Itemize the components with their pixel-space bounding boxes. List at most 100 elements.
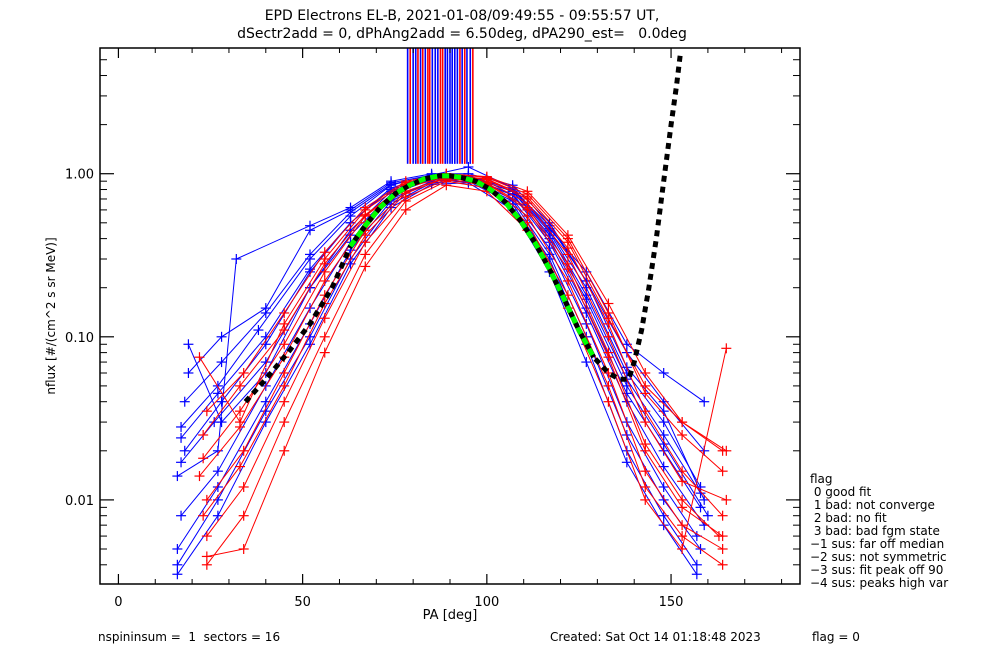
footer-flag: flag = 0 — [812, 630, 860, 644]
y-axis-label: nflux [#/(cm^2 s sr MeV)] — [44, 237, 58, 394]
data-point — [677, 476, 688, 487]
data-point — [603, 396, 614, 407]
data-point — [463, 161, 474, 172]
data-point — [640, 367, 651, 378]
data-point — [198, 453, 209, 464]
data-point — [481, 171, 492, 182]
data-point — [198, 429, 209, 440]
y-tick-label: 0.01 — [65, 494, 94, 509]
data-point — [319, 275, 330, 286]
data-point — [238, 481, 249, 492]
data-point — [212, 510, 223, 521]
legend-item: 2 bad: no fit — [810, 511, 887, 525]
series-line — [184, 176, 701, 508]
data-point — [360, 261, 371, 272]
data-point — [212, 388, 223, 399]
data-point — [235, 421, 245, 432]
data-point — [319, 247, 330, 258]
legend-item: −3 sus: fit peak off 90 — [810, 563, 943, 577]
data-point — [658, 494, 669, 505]
data-point — [562, 249, 573, 260]
data-point — [658, 481, 669, 492]
data-point — [279, 445, 290, 456]
data-point — [562, 275, 573, 286]
data-point — [702, 510, 713, 521]
data-point — [319, 258, 330, 269]
data-point — [305, 249, 315, 260]
legend-item: −2 sus: not symmetric — [810, 550, 947, 564]
data-point — [176, 457, 187, 468]
data-point — [238, 510, 249, 521]
data-point — [717, 445, 728, 456]
data-point — [279, 396, 290, 407]
data-point — [345, 217, 356, 228]
data-point — [216, 396, 227, 407]
series-line — [206, 179, 723, 550]
data-point — [640, 466, 651, 477]
data-point — [386, 202, 397, 213]
data-point — [176, 510, 187, 521]
data-point — [260, 303, 271, 314]
data-point — [279, 380, 290, 391]
data-point — [640, 406, 651, 417]
data-traces — [172, 161, 732, 580]
x-tick-label: 150 — [659, 595, 684, 610]
data-point — [172, 471, 183, 482]
footer-info: nspininsum = 1 sectors = 16 — [98, 630, 280, 644]
data-point — [279, 325, 290, 336]
fit-curve — [348, 173, 596, 359]
flag-legend: flag 0 good fit 1 bad: not converge 2 ba… — [810, 472, 948, 590]
series-line — [206, 184, 727, 557]
data-point — [677, 520, 688, 531]
data-point — [238, 445, 249, 456]
data-point — [345, 230, 356, 241]
data-point — [677, 543, 688, 554]
data-point — [216, 331, 227, 342]
x-axis-label: PA [deg] — [423, 608, 478, 623]
data-point — [691, 569, 702, 580]
legend-item: 1 bad: not converge — [810, 498, 935, 512]
y-tick-label: 1.00 — [65, 168, 94, 183]
data-point — [235, 406, 245, 417]
data-point — [201, 559, 212, 570]
data-point — [319, 313, 330, 324]
data-point — [179, 396, 190, 407]
footer-created: Created: Sat Oct 14 01:18:48 2023 — [550, 630, 761, 644]
data-point — [279, 307, 290, 318]
data-point — [695, 488, 706, 499]
data-point — [201, 531, 212, 542]
data-point — [201, 494, 212, 505]
data-point — [253, 325, 264, 336]
data-point — [640, 494, 651, 505]
data-point — [603, 313, 614, 324]
data-point — [319, 347, 330, 358]
x-tick-label: 100 — [474, 595, 499, 610]
data-point — [172, 569, 183, 580]
series-line — [206, 180, 723, 566]
series-line — [188, 166, 705, 403]
legend-item: 3 bad: bad fgm state — [810, 524, 940, 538]
series-line — [199, 176, 727, 501]
data-point — [603, 352, 614, 363]
data-point — [717, 531, 728, 542]
data-point — [400, 176, 411, 187]
legend-item: −4 sus: peaks high var — [810, 576, 948, 590]
data-point — [603, 298, 614, 309]
legend-item: −1 sus: far off median — [810, 537, 944, 551]
data-point — [581, 357, 592, 368]
data-point — [201, 551, 212, 562]
legend-item: 0 good fit — [810, 485, 872, 499]
data-point — [216, 357, 227, 368]
data-point — [201, 406, 212, 417]
data-point — [677, 502, 688, 513]
x-tick-label: 50 — [294, 595, 311, 610]
data-point — [721, 494, 732, 505]
data-point — [176, 432, 187, 443]
data-point — [522, 186, 533, 197]
data-point — [640, 417, 651, 428]
data-point — [360, 230, 371, 241]
data-point — [717, 510, 728, 521]
series-line — [206, 173, 723, 452]
data-point — [400, 204, 411, 215]
